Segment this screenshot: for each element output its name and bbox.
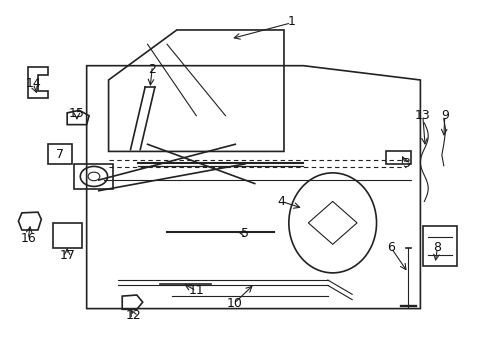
Text: 13: 13 bbox=[415, 109, 431, 122]
Text: 11: 11 bbox=[188, 284, 204, 297]
Text: 1: 1 bbox=[287, 14, 295, 27]
Text: 4: 4 bbox=[278, 195, 286, 208]
Text: 5: 5 bbox=[241, 227, 249, 240]
Text: 8: 8 bbox=[434, 241, 441, 255]
Text: 12: 12 bbox=[126, 309, 142, 322]
Text: 10: 10 bbox=[226, 297, 242, 310]
Text: 6: 6 bbox=[387, 241, 395, 255]
Text: 9: 9 bbox=[441, 109, 449, 122]
Text: 3: 3 bbox=[402, 157, 410, 170]
Text: 14: 14 bbox=[25, 77, 41, 90]
Text: 2: 2 bbox=[148, 63, 156, 76]
Text: 17: 17 bbox=[59, 248, 75, 261]
Text: 16: 16 bbox=[20, 233, 36, 246]
Text: 7: 7 bbox=[56, 148, 64, 162]
Text: 15: 15 bbox=[69, 107, 85, 120]
